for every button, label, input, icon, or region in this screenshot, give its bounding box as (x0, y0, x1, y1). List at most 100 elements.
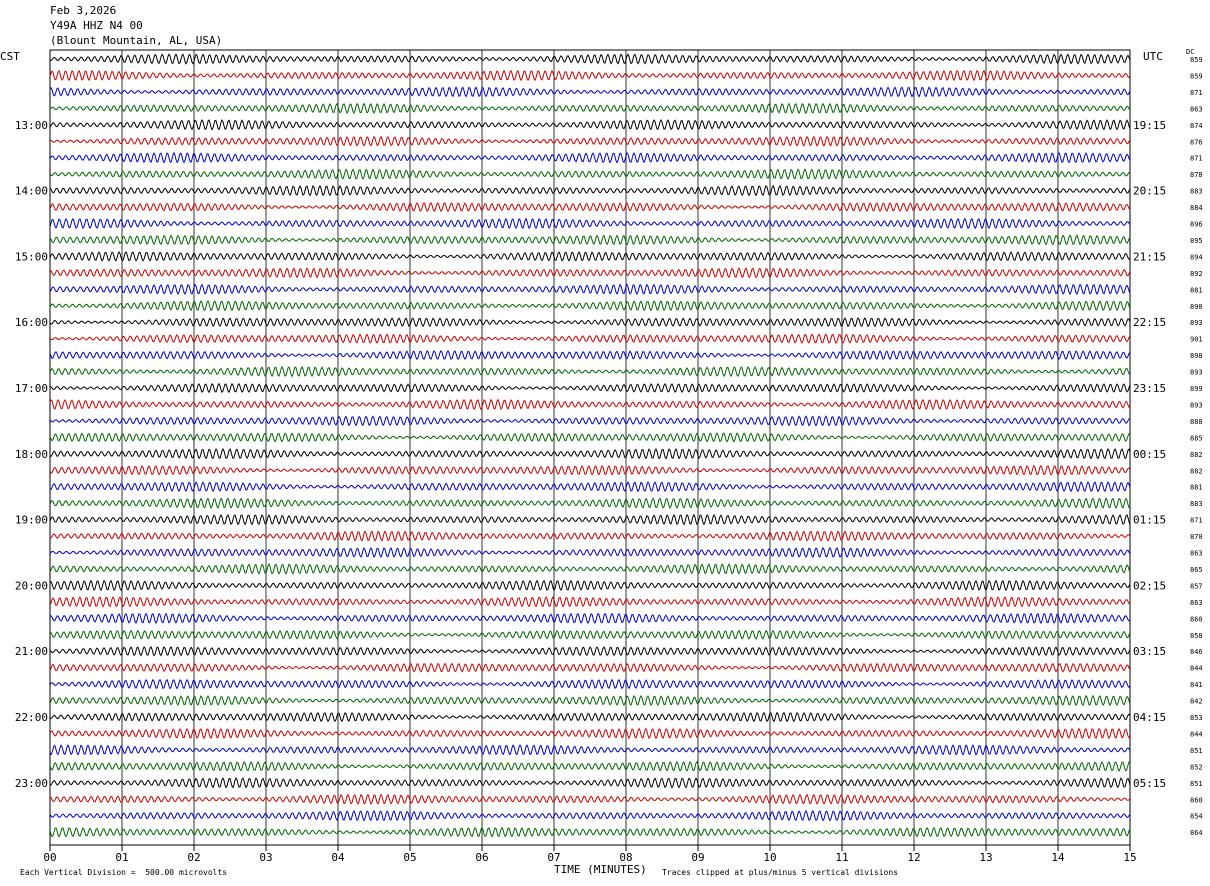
left-hour-label: 14:00 (15, 185, 48, 198)
dc-offset-label: 857 (1190, 582, 1203, 590)
seismic-trace (49, 579, 1131, 592)
seismic-trace (49, 102, 1131, 115)
seismic-trace (49, 596, 1131, 608)
seismic-trace (49, 809, 1131, 822)
dc-offset-label: 859 (1190, 56, 1203, 64)
left-hour-label: 22:00 (15, 711, 48, 724)
seismic-trace (49, 349, 1131, 361)
seismic-trace (49, 464, 1131, 476)
seismic-trace (49, 86, 1131, 98)
right-hour-label: 19:15 (1133, 119, 1166, 132)
dc-offset-label: 893 (1190, 401, 1203, 409)
x-tick-label: 01 (115, 851, 128, 864)
dc-offset-label: 871 (1190, 517, 1203, 525)
dc-offset-label: 899 (1190, 385, 1203, 393)
dc-offset-label: 885 (1190, 434, 1203, 442)
seismic-trace (49, 826, 1131, 838)
seismic-trace (49, 135, 1131, 147)
right-hour-label: 22:15 (1133, 316, 1166, 329)
dc-offset-label: 846 (1190, 648, 1203, 656)
seismic-trace (49, 645, 1131, 657)
clip-note: Traces clipped at plus/minus 5 vertical … (662, 868, 899, 877)
left-hour-label: 23:00 (15, 777, 48, 790)
seismic-trace (49, 513, 1131, 526)
right-timezone-label: UTC (1143, 50, 1163, 63)
seismic-trace (49, 168, 1131, 180)
seismic-trace (49, 744, 1131, 756)
seismic-trace (49, 530, 1131, 542)
x-tick-label: 05 (403, 851, 416, 864)
right-hour-label: 20:15 (1133, 185, 1166, 198)
x-tick-label: 12 (907, 851, 920, 864)
seismic-trace (49, 629, 1131, 640)
seismic-trace (49, 727, 1131, 740)
seismic-trace (49, 184, 1131, 197)
dc-offset-label: 863 (1190, 599, 1203, 607)
seismic-trace (49, 333, 1131, 344)
dc-offset-label: 865 (1190, 566, 1203, 574)
left-hour-label: 17:00 (15, 382, 48, 395)
dc-offset-label: 851 (1190, 780, 1203, 788)
seismic-trace (49, 118, 1131, 131)
dc-offset-label: 871 (1190, 89, 1203, 97)
seismic-trace (49, 793, 1131, 805)
header-date: Feb 3,2026 (50, 4, 117, 17)
seismic-trace (49, 447, 1131, 460)
left-hour-label: 18:00 (15, 448, 48, 461)
dc-offset-label: 871 (1190, 155, 1203, 163)
seismic-trace (49, 563, 1131, 575)
seismic-trace (49, 250, 1131, 262)
dc-offset-label: 860 (1190, 615, 1203, 623)
dc-offset-label: 882 (1190, 467, 1203, 475)
dc-offset-label: 858 (1190, 632, 1203, 640)
dc-offset-label: 890 (1190, 303, 1203, 311)
right-hour-label: 02:15 (1133, 579, 1166, 592)
x-tick-label: 10 (763, 851, 776, 864)
x-tick-label: 03 (259, 851, 272, 864)
seismic-trace (49, 480, 1131, 493)
seismic-trace (49, 151, 1131, 164)
right-hour-label: 21:15 (1133, 250, 1166, 263)
seismic-trace (49, 662, 1131, 673)
dc-offset-label: 874 (1190, 122, 1203, 130)
x-axis-title: TIME (MINUTES) (554, 863, 647, 876)
dc-offset-label: 844 (1190, 730, 1203, 738)
dc-offset-label: 883 (1190, 500, 1203, 508)
seismic-trace (49, 398, 1131, 411)
seismic-trace (49, 497, 1131, 510)
dc-offset-label: 894 (1190, 253, 1203, 261)
dc-offset-label: 892 (1190, 270, 1203, 278)
dc-offset-header: DC (1186, 48, 1195, 56)
seismic-trace (49, 777, 1131, 789)
dc-offset-label: 881 (1190, 286, 1203, 294)
dc-offset-label: 893 (1190, 369, 1203, 377)
dc-offset-label: 883 (1190, 188, 1203, 196)
dc-offset-label: 895 (1190, 237, 1203, 245)
dc-offset-label: 888 (1190, 418, 1203, 426)
dc-offset-label: 878 (1190, 171, 1203, 179)
seismic-trace (49, 760, 1131, 772)
seismic-trace (49, 382, 1131, 394)
seismic-trace (49, 365, 1131, 378)
dc-offset-label: 852 (1190, 763, 1203, 771)
x-tick-label: 15 (1123, 851, 1136, 864)
x-tick-label: 06 (475, 851, 488, 864)
right-hour-label: 01:15 (1133, 514, 1166, 527)
dc-offset-label: 864 (1190, 829, 1203, 837)
seismic-trace (49, 201, 1131, 213)
seismic-trace (49, 612, 1131, 625)
dc-offset-label: 893 (1190, 319, 1203, 327)
dc-offset-label: 884 (1190, 204, 1203, 212)
x-tick-label: 14 (1051, 851, 1065, 864)
seismic-trace (49, 217, 1131, 230)
left-hour-label: 16:00 (15, 316, 48, 329)
dc-offset-label: 860 (1190, 796, 1203, 804)
right-hour-label: 00:15 (1133, 448, 1166, 461)
x-tick-label: 00 (43, 851, 56, 864)
header-location: (Blount Mountain, AL, USA) (50, 34, 223, 47)
seismic-trace (49, 432, 1131, 443)
dc-offset-label: 854 (1190, 813, 1203, 821)
right-hour-label: 05:15 (1133, 777, 1166, 790)
right-hour-label: 04:15 (1133, 711, 1166, 724)
